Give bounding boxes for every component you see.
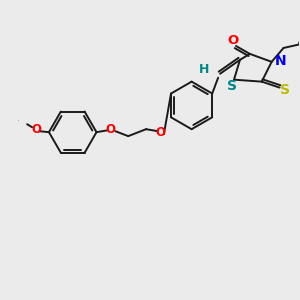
Text: O: O xyxy=(105,123,116,136)
Text: S: S xyxy=(227,79,237,93)
Text: N: N xyxy=(274,54,286,68)
Text: CH₃: CH₃ xyxy=(18,120,20,121)
Text: O: O xyxy=(155,126,165,139)
Text: S: S xyxy=(280,82,290,97)
Text: H: H xyxy=(199,63,209,76)
Text: O: O xyxy=(31,123,41,136)
Text: O: O xyxy=(227,34,239,46)
